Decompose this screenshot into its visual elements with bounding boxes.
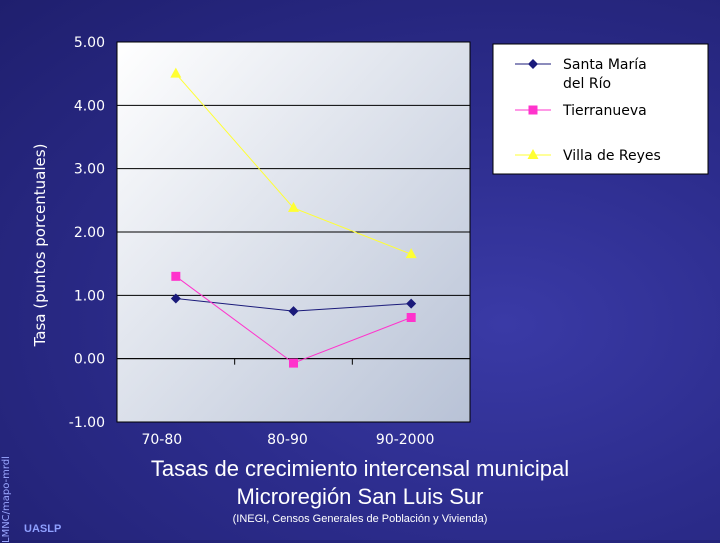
legend-swatch-marker: [527, 149, 539, 159]
series-layer: [170, 67, 417, 368]
y-tick-label: 0.00: [74, 352, 105, 368]
x-tick-label: 70-80: [141, 432, 182, 448]
y-tick-label: -1.00: [69, 415, 105, 431]
legend-item-villa-de-reyes: Villa de Reyes: [515, 148, 661, 164]
y-tick-label: 2.00: [74, 225, 105, 241]
tick-labels: 5.00 4.00 3.00 2.00 1.00 0.00 -1.00 70-80 80-90 9…: [69, 35, 435, 448]
series-tierranueva: [171, 271, 416, 368]
data-point-villa-de-reyes: [405, 248, 417, 259]
y-tick-label: 5.00: [74, 35, 105, 51]
side-note: LMNC/mapo-mrdl: [1, 456, 12, 543]
chart-title: Tasas de crecimiento intercensal municip…: [150, 456, 570, 481]
data-point-santa-maria-del-rio: [170, 293, 181, 304]
chart-source: (INEGI, Censos Generales de Población y …: [232, 513, 488, 525]
series-villa-de-reyes: [170, 67, 417, 259]
y-tick-label: 4.00: [74, 98, 105, 114]
y-axis-label: Tasa (puntos porcentuales): [31, 144, 49, 348]
series-santa-maria-del-rio: [170, 293, 417, 317]
y-tick-label: 3.00: [74, 162, 105, 178]
legend-label: Villa de Reyes: [563, 148, 661, 164]
chart-subtitle: Microregión San Luis Sur: [236, 484, 484, 509]
legend-label: Santa María: [563, 57, 647, 73]
data-point-tierranueva: [289, 358, 298, 368]
x-tick-label: 80-90: [267, 432, 308, 448]
data-point-tierranueva: [171, 271, 181, 281]
data-point-villa-de-reyes: [170, 67, 182, 78]
legend-label: Tierranueva: [562, 103, 647, 119]
legend-item-tierranueva: Tierranueva: [515, 103, 647, 119]
data-point-santa-maria-del-rio: [288, 306, 299, 317]
legend-swatch-marker: [528, 105, 538, 115]
x-tick-label: 90-2000: [376, 432, 435, 448]
legend: Santa María del Río Tierranueva Villa de Re…: [492, 43, 709, 175]
y-tick-label: 1.00: [74, 288, 105, 304]
org-label: UASLP: [24, 523, 62, 535]
data-point-villa-de-reyes: [288, 201, 299, 212]
legend-swatch-marker: [528, 59, 538, 69]
legend-label: del Río: [563, 76, 611, 92]
data-point-tierranueva: [406, 313, 416, 322]
legend-item-santa-maria-del-rio: Santa María del Río: [515, 57, 647, 92]
data-point-santa-maria-del-rio: [406, 298, 417, 309]
